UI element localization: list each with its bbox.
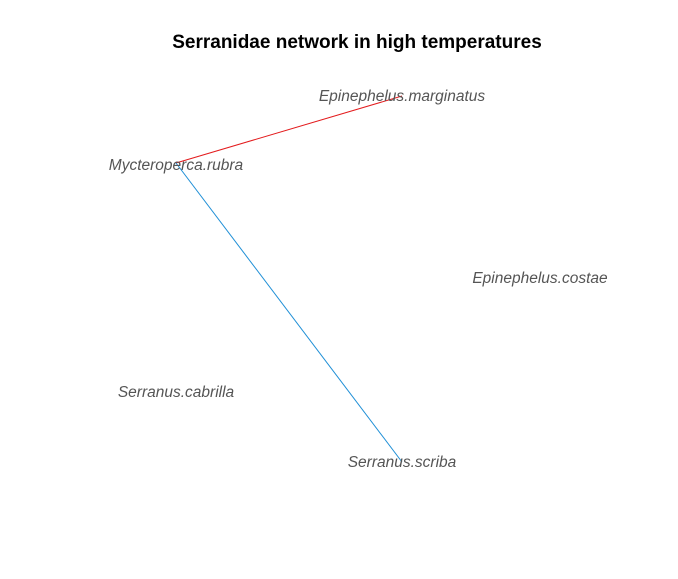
node-mycteroperca-rubra: Mycteroperca.rubra <box>109 157 244 174</box>
node-epinephelus-marginatus: Epinephelus.marginatus <box>319 88 486 105</box>
edges-layer <box>175 95 403 463</box>
node-epinephelus-costae: Epinephelus.costae <box>472 270 608 287</box>
node-serranus-cabrilla: Serranus.cabrilla <box>118 384 235 401</box>
edge-mycteroperca-rubra-serranus-scriba <box>175 162 403 463</box>
edge-mycteroperca-rubra-epinephelus-marginatus <box>175 95 403 164</box>
chart-title: Serranidae network in high temperatures <box>172 32 542 53</box>
nodes-layer: Epinephelus.marginatus Mycteroperca.rubr… <box>109 88 608 471</box>
node-serranus-scriba: Serranus.scriba <box>348 454 457 471</box>
